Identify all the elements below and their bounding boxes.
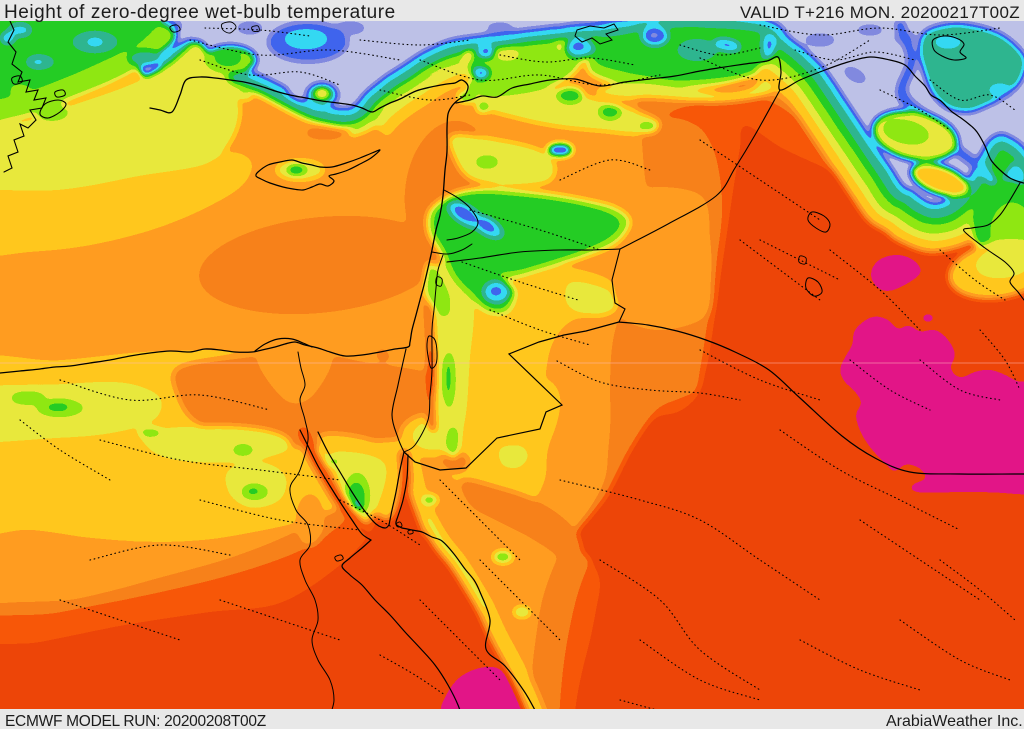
svg-text:VALID T+216 MON. 20200217T00Z: VALID T+216 MON. 20200217T00Z	[740, 3, 1020, 22]
svg-text:ArabiaWeather Inc.: ArabiaWeather Inc.	[886, 713, 1023, 729]
svg-text:ECMWF MODEL RUN: 20200208T00Z: ECMWF MODEL RUN: 20200208T00Z	[5, 713, 266, 729]
svg-text:Height of zero-degree wet-bulb: Height of zero-degree wet-bulb temperatu…	[4, 2, 396, 23]
